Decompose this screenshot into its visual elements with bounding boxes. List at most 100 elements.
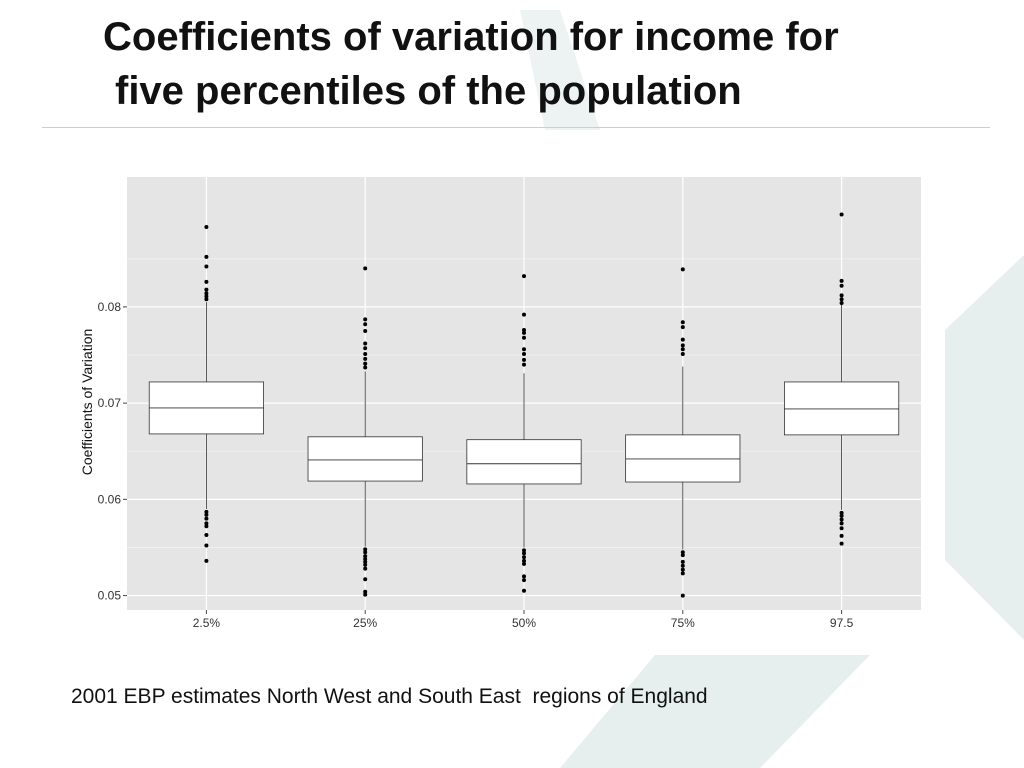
- outlier-point: [522, 335, 526, 340]
- outlier-point: [204, 524, 209, 529]
- outlier-point: [363, 356, 368, 361]
- y-axis-label: Coefficients of Variation: [79, 329, 95, 476]
- box-2: [307, 266, 423, 597]
- outlier-point: [363, 547, 368, 552]
- decor-shape-bottom: [560, 655, 870, 768]
- outlier-point: [204, 225, 209, 230]
- decor-shape-right: [945, 255, 1024, 640]
- outlier-point: [363, 352, 368, 357]
- outlier-point: [204, 294, 209, 299]
- outlier-point: [363, 559, 368, 564]
- x-axis: 2.5% 25% 50% 75% 97.5: [193, 610, 854, 630]
- outlier-point: [363, 365, 368, 370]
- outlier-point: [680, 563, 685, 568]
- slide-title-line-1: Coefficients of variation for income for: [103, 15, 839, 59]
- outlier-point: [363, 566, 368, 571]
- outlier-point: [522, 352, 526, 357]
- outlier-point: [204, 516, 209, 521]
- box-series: [148, 212, 900, 598]
- outlier-point: [680, 550, 685, 555]
- x-tick-label: 2.5%: [193, 616, 221, 630]
- outlier-point: [839, 526, 844, 531]
- outlier-point: [204, 558, 209, 563]
- y-tick-label: 0.06: [98, 492, 122, 506]
- outlier-point: [363, 577, 368, 582]
- outlier-point: [839, 278, 844, 283]
- outlier-point: [680, 559, 685, 564]
- outlier-point: [204, 512, 209, 517]
- outlier-point: [522, 347, 526, 352]
- outlier-point: [363, 341, 368, 346]
- outlier-point: [522, 578, 526, 583]
- y-axis: 0.05 0.06 0.07 0.08: [98, 300, 127, 603]
- y-tick-label: 0.05: [98, 589, 122, 603]
- outlier-point: [522, 555, 526, 560]
- x-tick-label: 75%: [671, 616, 695, 630]
- slide-caption: 2001 EBP estimates North West and South …: [71, 685, 708, 708]
- outlier-point: [363, 589, 368, 594]
- outlier-point: [680, 347, 685, 352]
- outlier-point: [204, 254, 209, 259]
- y-tick-label: 0.08: [98, 300, 122, 314]
- outlier-point: [522, 357, 526, 362]
- outlier-point: [680, 267, 685, 272]
- outlier-point: [680, 337, 685, 342]
- outlier-point: [204, 509, 209, 514]
- outlier-point: [363, 322, 368, 327]
- y-tick-label: 0.07: [98, 396, 122, 410]
- outlier-point: [680, 320, 685, 325]
- slide-title: Coefficients of variation for income for…: [103, 10, 983, 118]
- title-divider: [42, 127, 990, 128]
- outlier-point: [680, 352, 685, 357]
- outlier-point: [839, 533, 844, 538]
- outlier-point: [522, 274, 526, 279]
- outlier-point: [680, 343, 685, 348]
- box-1: [148, 225, 264, 563]
- outlier-point: [680, 325, 685, 330]
- outlier-point: [204, 291, 209, 296]
- box-iqr: [625, 434, 741, 483]
- outlier-point: [363, 317, 368, 322]
- outlier-point: [204, 532, 209, 537]
- outlier-point: [204, 287, 209, 292]
- outlier-point: [680, 571, 685, 576]
- x-tick-label: 50%: [512, 616, 536, 630]
- outlier-point: [680, 567, 685, 572]
- outlier-point: [522, 561, 526, 566]
- outlier-point: [522, 362, 526, 367]
- outlier-point: [363, 592, 368, 597]
- outlier-point: [522, 330, 526, 335]
- outlier-point: [522, 551, 526, 556]
- outlier-point: [204, 543, 209, 548]
- outlier-point: [363, 328, 368, 333]
- outlier-point: [363, 562, 368, 567]
- outlier-point: [363, 557, 368, 562]
- outlier-point: [839, 297, 844, 302]
- outlier-point: [204, 521, 209, 526]
- box-iqr: [466, 439, 582, 485]
- outlier-point: [839, 301, 844, 306]
- outlier-point: [363, 550, 368, 555]
- box-4: [625, 267, 741, 598]
- outlier-point: [522, 327, 526, 332]
- outlier-point: [839, 517, 844, 522]
- x-tick-label: 97.5: [830, 616, 854, 630]
- outlier-point: [522, 312, 526, 317]
- outlier-point: [363, 346, 368, 351]
- outlier-point: [522, 558, 526, 563]
- outlier-point: [363, 361, 368, 366]
- outlier-point: [204, 279, 209, 284]
- outlier-point: [204, 264, 209, 269]
- outlier-point: [680, 553, 685, 558]
- outlier-point: [839, 541, 844, 546]
- box-iqr: [784, 381, 900, 436]
- outlier-point: [363, 266, 368, 271]
- outlier-point: [839, 283, 844, 288]
- outlier-point: [522, 588, 526, 593]
- box-5: [784, 212, 900, 546]
- outlier-point: [839, 212, 844, 217]
- outlier-point: [363, 554, 368, 559]
- outlier-point: [522, 548, 526, 553]
